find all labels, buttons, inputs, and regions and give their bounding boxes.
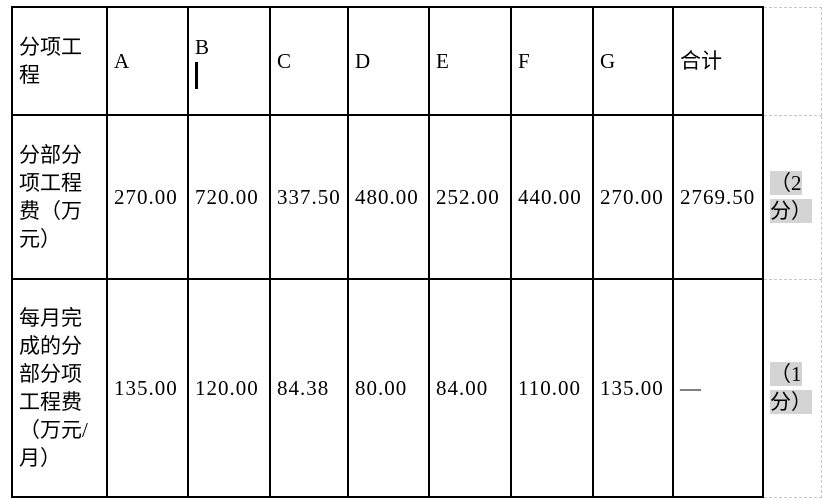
header-row: 分项工程 A B C D E F G 合计 bbox=[11, 6, 822, 116]
value-cell[interactable]: 120.00 bbox=[187, 278, 271, 498]
total-value-cell[interactable]: 2769.50 bbox=[672, 114, 764, 280]
value-cell[interactable]: 270.00 bbox=[106, 114, 189, 280]
row-label-monthly-cost[interactable]: 每月完成的分部分项工程费（万元/月） bbox=[11, 278, 108, 498]
value-cell[interactable]: 337.50 bbox=[269, 114, 349, 280]
score-annotation: （1分） bbox=[770, 362, 812, 414]
column-header-b[interactable]: B bbox=[187, 6, 271, 116]
value-cell[interactable]: 80.00 bbox=[347, 278, 430, 498]
value-cell[interactable]: 135.00 bbox=[592, 278, 674, 498]
gutter-cell-score-1: （1分） bbox=[763, 278, 822, 498]
text-cursor bbox=[195, 62, 198, 89]
value-cell[interactable]: 480.00 bbox=[347, 114, 430, 280]
corner-header-cell[interactable]: 分项工程 bbox=[11, 6, 108, 116]
value-cell[interactable]: 440.00 bbox=[510, 114, 594, 280]
value-cell[interactable]: 84.38 bbox=[269, 278, 349, 498]
column-header-f[interactable]: F bbox=[510, 6, 594, 116]
total-header-cell[interactable]: 合计 bbox=[672, 6, 764, 116]
table-row-subtotal-cost: 分部分项工程费（万元） 270.00 720.00 337.50 480.00 … bbox=[11, 114, 822, 280]
value-cell[interactable]: 110.00 bbox=[510, 278, 594, 498]
value-cell[interactable]: 252.00 bbox=[428, 114, 512, 280]
value-cell[interactable]: 270.00 bbox=[592, 114, 674, 280]
score-table: 分项工程 A B C D E F G 合计 分部分项工程费（万元） 270.00… bbox=[11, 6, 822, 498]
row-label-subtotal-cost[interactable]: 分部分项工程费（万元） bbox=[11, 114, 108, 280]
value-cell[interactable]: 720.00 bbox=[187, 114, 271, 280]
score-annotation: （2分） bbox=[770, 171, 812, 223]
column-header-d[interactable]: D bbox=[347, 6, 430, 116]
column-header-a[interactable]: A bbox=[106, 6, 189, 116]
total-value-cell[interactable]: — bbox=[672, 278, 764, 498]
column-header-b-label: B bbox=[195, 35, 210, 59]
column-header-e[interactable]: E bbox=[428, 6, 512, 116]
column-header-g[interactable]: G bbox=[592, 6, 674, 116]
column-header-c[interactable]: C bbox=[269, 6, 349, 116]
value-cell[interactable]: 135.00 bbox=[106, 278, 189, 498]
gutter-cell-header bbox=[763, 6, 822, 116]
value-cell[interactable]: 84.00 bbox=[428, 278, 512, 498]
table-row-monthly-cost: 每月完成的分部分项工程费（万元/月） 135.00 120.00 84.38 8… bbox=[11, 278, 822, 498]
document-table-area: 分项工程 A B C D E F G 合计 分部分项工程费（万元） 270.00… bbox=[11, 6, 822, 498]
gutter-cell-score-2: （2分） bbox=[763, 114, 822, 280]
